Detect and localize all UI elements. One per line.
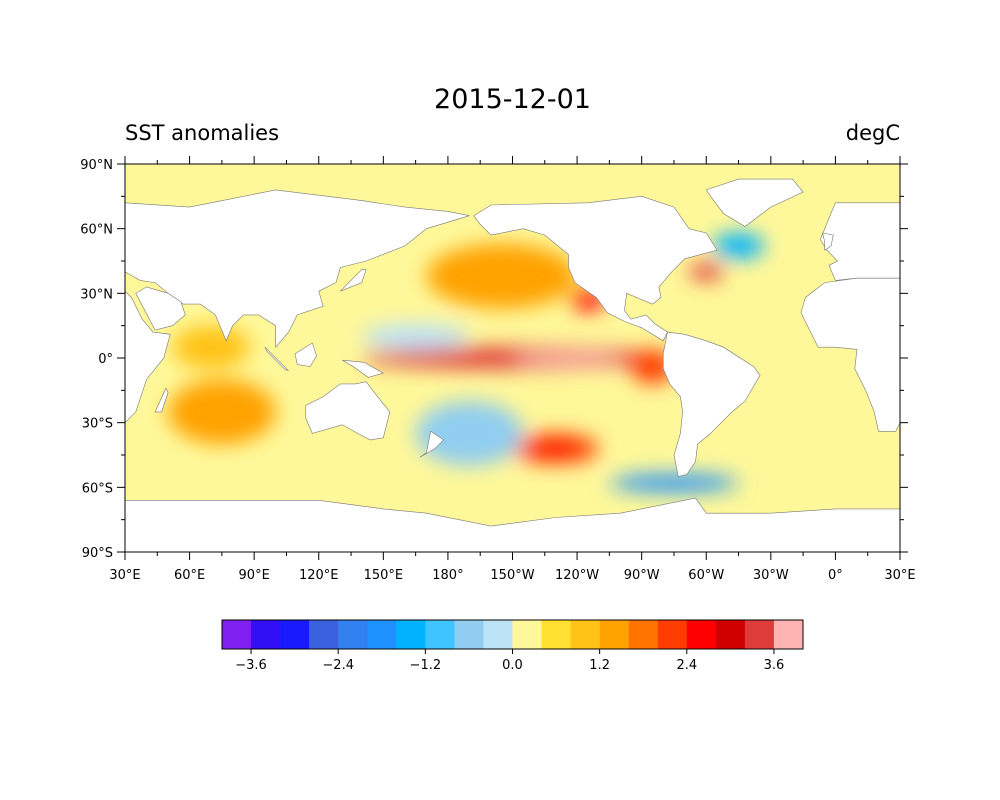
latitude-axis: 90°N 60°N 30°N 0° 30°S 60°S 90°S [80,158,908,561]
land-south-america [662,331,761,477]
longitude-axis: 30°E 60°E 90°E 120°E 150°E 180° 150°W 120°W 90°W… [109,156,916,583]
anomaly-region-north-atlantic-cool [712,232,765,259]
anomaly-field [168,232,765,492]
colorbar-swatch [338,620,368,649]
colorbar-label: 1.2 [589,658,610,673]
land-new-guinea [342,359,385,378]
anomaly-region-indian-ocean-north [172,325,250,369]
land-australia [305,381,391,441]
land-antarctica [125,497,900,552]
lon-label: 30°E [109,568,140,583]
map-title: 2015-12-01 [434,84,591,115]
lon-label: 150°W [490,568,534,583]
colorbar-swatch [773,620,804,649]
lon-label: 30°E [884,568,915,583]
anomaly-region-ne-pacific [426,243,578,309]
land-greenland [705,178,804,227]
colorbar-swatch [744,620,775,649]
colorbar-swatch [251,620,281,649]
variable-title: SST anomalies [125,121,280,145]
colorbar-swatch [686,620,717,649]
colorbar-swatch [512,620,542,649]
land-madagascar [154,387,169,413]
anomaly-region-south-pacific-core [534,442,578,455]
land-new-zealand [419,430,445,458]
land-north-america [473,195,718,342]
colorbar-swatch [367,620,397,649]
lon-label: 0° [828,568,843,583]
colorbar-label: −2.4 [322,658,354,673]
lat-label: 30°N [80,287,113,302]
colorbar-swatch [541,620,571,649]
colorbar-swatch [628,620,659,649]
colorbar-swatch [657,620,688,649]
colorbar-swatch [222,620,252,649]
anomaly-region-southern-ocean-cool [609,474,739,492]
lon-label: 60°W [688,568,724,583]
land-japan [340,269,367,292]
lat-label: 90°N [80,158,113,173]
anomaly-region-el-nino-tongue [361,347,664,369]
land-asia [125,189,470,349]
lon-label: 180° [432,568,463,583]
colorbar-label: −3.6 [235,658,267,673]
lat-label: 90°S [82,546,113,561]
colorbar-swatch [715,620,746,649]
colorbar-swatch [483,620,513,649]
anomaly-region-el-nino-core [512,352,621,364]
colorbar-swatch [425,620,455,649]
colorbar-label: 2.4 [676,658,697,673]
colorbar-swatch [396,620,426,649]
land-east-africa-edge [125,290,171,424]
land-eurasia [819,202,900,281]
colorbar-swatch [599,620,629,649]
colorbar: −3.6 −2.4 −1.2 0.0 1.2 2.4 3.6 [221,619,804,673]
colorbar-label: −1.2 [410,658,442,673]
anomaly-region-sw-pacific-cool [415,401,524,466]
lon-label: 150°E [364,568,404,583]
colorbar-swatch [280,620,310,649]
lon-label: 90°E [239,568,270,583]
lat-label: 0° [98,352,113,367]
colorbar-label: 0.0 [502,658,523,673]
colorbar-swatch [309,620,339,649]
land-masks [125,178,900,552]
lon-label: 120°E [299,568,339,583]
map-plot-area [125,164,900,552]
lat-label: 60°S [82,481,113,496]
land-africa [800,277,900,432]
land-sumatra [264,346,289,372]
anomaly-region-west-pacific-cool [361,323,470,350]
land-borneo [294,342,317,367]
colorbar-swatch [570,620,600,649]
land-arabia [135,286,186,331]
anomaly-region-gulf-stream [689,263,724,281]
lon-label: 30°W [753,568,789,583]
lat-label: 60°N [80,223,113,238]
lon-label: 90°W [624,568,660,583]
colorbar-swatch [454,620,484,649]
anomaly-region-indian-ocean-warm [168,379,276,445]
lon-label: 120°W [555,568,599,583]
land-uk [822,232,834,251]
units-label: degC [845,121,900,145]
lat-label: 30°S [82,417,113,432]
lon-label: 60°E [174,568,205,583]
colorbar-label: 3.6 [764,658,785,673]
